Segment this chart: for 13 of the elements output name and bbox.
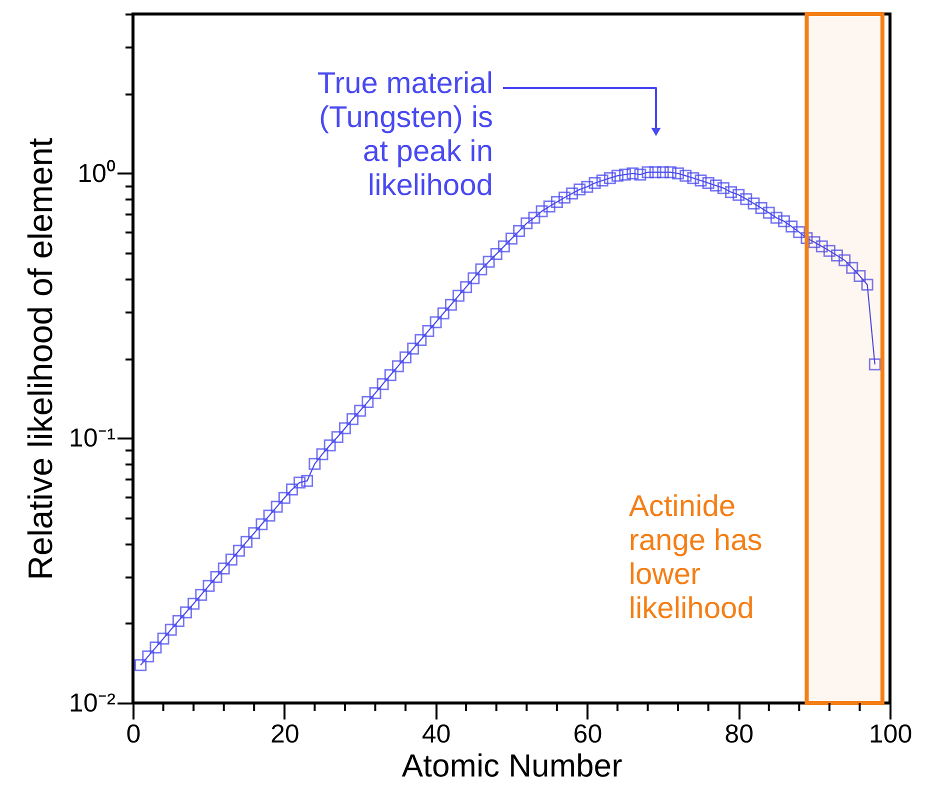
y-tick-label: 10⁻¹	[68, 422, 116, 453]
x-tick-label: 0	[126, 718, 141, 748]
band-label: Actinide range has lower likelihood	[628, 490, 762, 625]
annotation: True material (Tungsten) is at peak in likelihood	[317, 67, 493, 202]
x-axis-title: Atomic Number	[402, 748, 623, 784]
y-tick-label: 10⁻²	[68, 688, 116, 718]
x-tick-label: 60	[573, 718, 602, 748]
x-tick-label: 40	[422, 718, 451, 748]
y-axis-title: Relative likelihood of element	[22, 137, 60, 580]
x-tick-label: 100	[868, 718, 912, 748]
x-tick-label: 20	[270, 718, 300, 748]
y-tick-label: 10⁰	[78, 158, 116, 188]
x-tick-label: 80	[724, 718, 754, 748]
